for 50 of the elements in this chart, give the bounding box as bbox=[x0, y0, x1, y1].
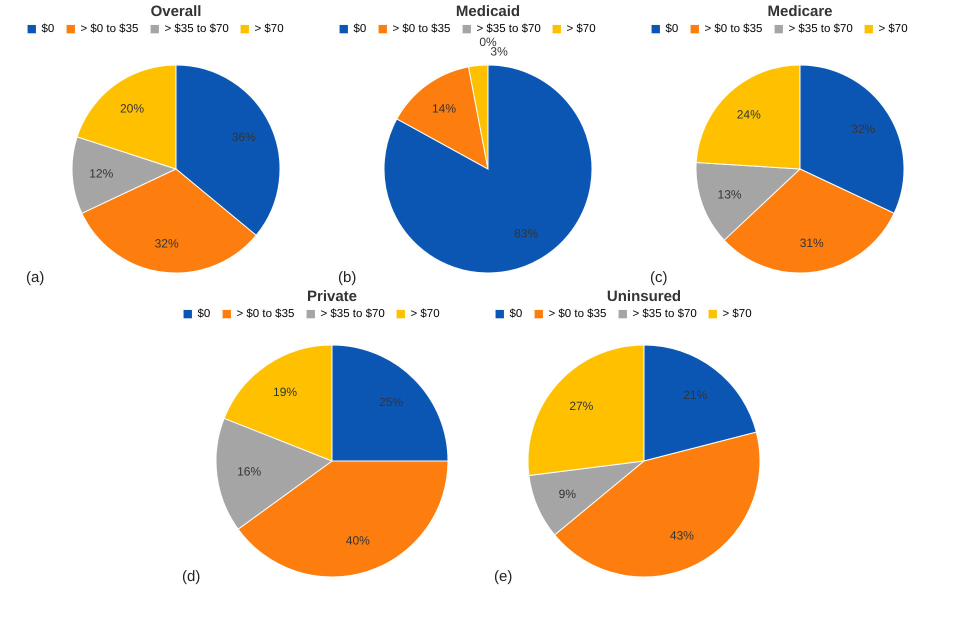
data-label: 31% bbox=[800, 236, 824, 250]
data-label: 24% bbox=[736, 107, 762, 122]
pie-slice bbox=[384, 64, 592, 274]
chart-title: Medicare bbox=[767, 3, 833, 20]
legend-label: > $70 bbox=[722, 308, 752, 320]
legend-label: $0 bbox=[510, 308, 522, 320]
text: (b) bbox=[338, 269, 356, 286]
legend-label: $0 bbox=[666, 23, 678, 36]
data-label: 16% bbox=[237, 464, 262, 478]
legend-label: > $35 to $70 bbox=[320, 308, 385, 320]
data-label: 83% bbox=[514, 226, 538, 240]
text: (a) bbox=[26, 269, 44, 286]
data-label: 12% bbox=[89, 166, 114, 181]
legend-label: > $70 bbox=[566, 23, 596, 36]
data-label: 14% bbox=[432, 101, 456, 116]
legend-label: $0 bbox=[42, 23, 54, 36]
chart-title: Private bbox=[306, 288, 358, 305]
legend-label: > $0 to $35 bbox=[392, 23, 450, 36]
legend-label: $0 bbox=[198, 308, 210, 320]
legend-label: > $0 to $35 bbox=[236, 308, 294, 320]
text: (c) bbox=[650, 269, 668, 286]
legend-label: > $70 bbox=[410, 308, 440, 320]
chart-title: Medicaid bbox=[456, 3, 520, 20]
legend-label: > $0 to $35 bbox=[548, 308, 606, 320]
legend-label: > $35 to $70 bbox=[788, 23, 853, 36]
legend-label: > $35 to $70 bbox=[632, 308, 697, 320]
data-label: 27% bbox=[569, 398, 594, 413]
legend-label: > $35 to $70 bbox=[476, 23, 541, 36]
data-label: 32% bbox=[851, 122, 876, 136]
data-label: 40% bbox=[346, 533, 370, 548]
legend-label: $0 bbox=[354, 23, 366, 36]
data-label: 32% bbox=[154, 236, 179, 250]
legend-label: > $35 to $70 bbox=[164, 23, 229, 36]
chart-title: Uninsured bbox=[606, 288, 682, 305]
data-label: 43% bbox=[670, 528, 694, 542]
data-label: 19% bbox=[273, 384, 298, 399]
text: (d) bbox=[182, 568, 200, 585]
data-label: 21% bbox=[683, 388, 708, 402]
legend-label: > $70 bbox=[254, 23, 284, 36]
legend-label: > $0 to $35 bbox=[80, 23, 138, 36]
chart-title: Overall bbox=[150, 3, 202, 20]
data-label: 25% bbox=[379, 394, 404, 409]
data-label: 9% bbox=[558, 487, 576, 502]
legend-label: > $0 to $35 bbox=[704, 23, 762, 36]
legend-label: > $70 bbox=[878, 23, 908, 36]
data-label: 3% bbox=[490, 44, 508, 59]
text: (e) bbox=[494, 568, 512, 585]
data-label: 36% bbox=[232, 130, 256, 144]
data-label: 13% bbox=[718, 187, 742, 202]
data-label: 20% bbox=[120, 101, 144, 116]
